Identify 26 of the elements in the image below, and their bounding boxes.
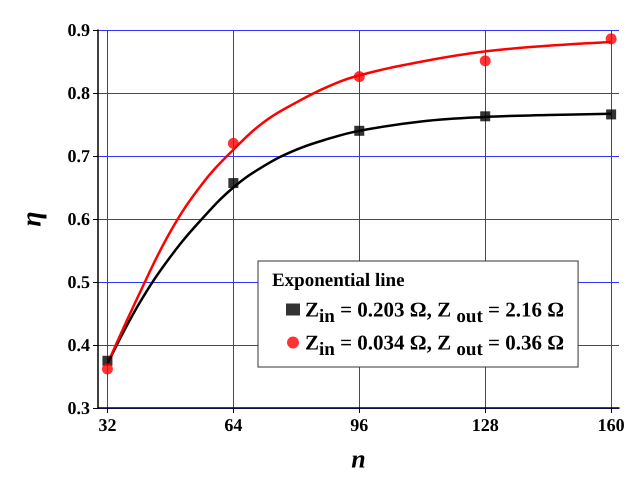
legend-label: Zin = 0.034 Ω, Z out = 0.36 Ω	[305, 330, 564, 360]
x-tick-label: 96	[350, 415, 368, 435]
legend-label: Zin = 0.203 Ω, Z out = 2.16 Ω	[305, 298, 564, 327]
x-tick-label: 32	[98, 415, 116, 435]
point	[480, 111, 490, 122]
point	[606, 109, 616, 120]
y-tick-label: 0.6	[68, 209, 90, 229]
legend-title: Exponential line	[272, 270, 404, 291]
y-tick-label: 0.9	[68, 20, 90, 40]
x-tick-label: 160	[598, 415, 625, 435]
y-tick-label: 0.8	[68, 83, 90, 103]
x-axis-title: n	[351, 444, 366, 474]
point	[606, 33, 617, 44]
point	[102, 363, 113, 374]
y-axis-title: η	[16, 211, 48, 227]
y-tick-label: 0.3	[68, 398, 90, 418]
point	[228, 178, 238, 188]
point	[480, 55, 491, 66]
point	[228, 138, 239, 149]
x-tick-label: 64	[224, 415, 242, 435]
y-tick-label: 0.7	[68, 146, 90, 166]
y-tick-label: 0.5	[68, 272, 90, 292]
y-tick-label: 0.4	[68, 335, 90, 355]
point	[354, 71, 365, 82]
point	[354, 126, 364, 136]
x-tick-label: 128	[472, 415, 499, 435]
